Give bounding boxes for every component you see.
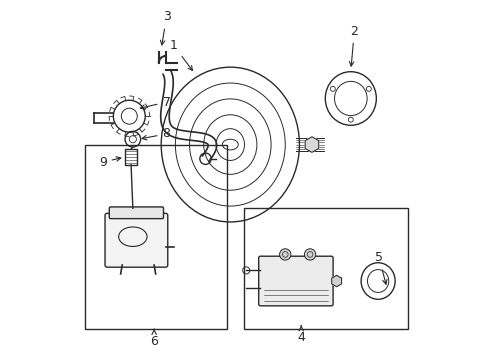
- Text: 5: 5: [374, 252, 386, 284]
- FancyBboxPatch shape: [109, 207, 163, 219]
- Text: 2: 2: [348, 24, 358, 66]
- FancyBboxPatch shape: [258, 256, 332, 306]
- Text: 3: 3: [160, 10, 170, 45]
- Text: 8: 8: [142, 127, 170, 140]
- Text: 7: 7: [140, 95, 170, 109]
- Circle shape: [304, 249, 315, 260]
- Polygon shape: [331, 275, 341, 287]
- Text: 9: 9: [99, 156, 121, 169]
- Polygon shape: [305, 137, 318, 152]
- Circle shape: [279, 249, 290, 260]
- Bar: [85, 145, 226, 329]
- Bar: [244, 208, 407, 329]
- Bar: [124, 149, 137, 165]
- Text: 4: 4: [297, 326, 305, 344]
- Text: 6: 6: [150, 329, 158, 348]
- Text: 1: 1: [169, 39, 192, 71]
- FancyBboxPatch shape: [105, 213, 167, 267]
